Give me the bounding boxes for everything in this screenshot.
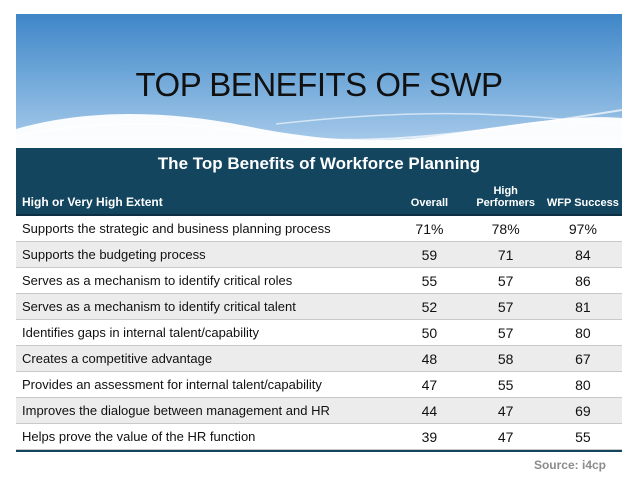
cell-high-performers: 71: [497, 246, 514, 263]
table-row: Supports the strategic and business plan…: [16, 216, 622, 242]
row-label: Creates a competitive advantage: [22, 351, 213, 366]
table-row: Serves as a mechanism to identify critic…: [16, 268, 622, 294]
cell-overall: 50: [421, 324, 438, 341]
slide-title: TOP BENEFITS OF SWP: [135, 66, 503, 103]
cell-wfp-success: 69: [575, 402, 591, 419]
cell-wfp-success: 80: [575, 376, 591, 393]
table-row: Creates a competitive advantage 48 58 67: [16, 346, 622, 372]
header-overall: Overall: [410, 197, 449, 209]
cell-wfp-success: 80: [575, 324, 591, 341]
table-header-row: High or Very High Extent Overall High Pe…: [16, 180, 622, 216]
row-label: Improves the dialogue between management…: [22, 403, 330, 418]
header-label: High or Very High Extent: [22, 195, 163, 209]
table-row: Provides an assessment for internal tale…: [16, 372, 622, 398]
table-row: Helps prove the value of the HR function…: [16, 424, 622, 450]
header-high-performers: High Performers: [476, 185, 536, 209]
table-row: Improves the dialogue between management…: [16, 398, 622, 424]
table-body: Supports the strategic and business plan…: [16, 216, 622, 450]
cell-overall: 44: [421, 402, 438, 419]
slide-banner: TOP BENEFITS OF SWP: [16, 14, 622, 146]
table-row: Supports the budgeting process 59 71 84: [16, 242, 622, 268]
cell-high-performers: 78%: [491, 220, 520, 237]
cell-wfp-success: 86: [575, 272, 591, 289]
cell-high-performers: 55: [497, 376, 514, 393]
cell-overall: 71%: [415, 220, 444, 237]
cell-wfp-success: 81: [575, 298, 591, 315]
cell-wfp-success: 55: [575, 428, 591, 445]
cell-overall: 59: [421, 246, 438, 263]
cell-wfp-success: 84: [575, 246, 591, 263]
header-wfp-success: WFP Success: [546, 197, 619, 209]
row-label: Identifies gaps in internal talent/capab…: [22, 325, 260, 340]
source-note: Source: i4cp: [16, 450, 622, 476]
cell-high-performers: 57: [497, 324, 514, 341]
cell-high-performers: 57: [497, 298, 514, 315]
row-label: Provides an assessment for internal tale…: [22, 377, 322, 392]
table-row: Serves as a mechanism to identify critic…: [16, 294, 622, 320]
banner-wave-graphic: [16, 109, 622, 146]
row-label: Supports the strategic and business plan…: [22, 221, 331, 236]
cell-wfp-success: 97%: [568, 220, 597, 237]
table-row: Identifies gaps in internal talent/capab…: [16, 320, 622, 346]
cell-wfp-success: 67: [575, 350, 591, 367]
cell-overall: 47: [421, 376, 438, 393]
row-label: Serves as a mechanism to identify critic…: [22, 299, 296, 314]
cell-high-performers: 58: [497, 350, 514, 367]
cell-overall: 48: [421, 350, 438, 367]
row-label: Serves as a mechanism to identify critic…: [22, 273, 293, 288]
cell-overall: 55: [421, 272, 438, 289]
cell-high-performers: 57: [497, 272, 514, 289]
cell-high-performers: 47: [497, 428, 514, 445]
row-label: Helps prove the value of the HR function: [22, 429, 256, 444]
cell-high-performers: 47: [497, 402, 514, 419]
benefits-table: The Top Benefits of Workforce Planning H…: [16, 148, 622, 476]
table-title: The Top Benefits of Workforce Planning: [16, 148, 622, 180]
cell-overall: 52: [421, 298, 438, 315]
row-label: Supports the budgeting process: [22, 247, 206, 262]
cell-overall: 39: [421, 428, 438, 445]
